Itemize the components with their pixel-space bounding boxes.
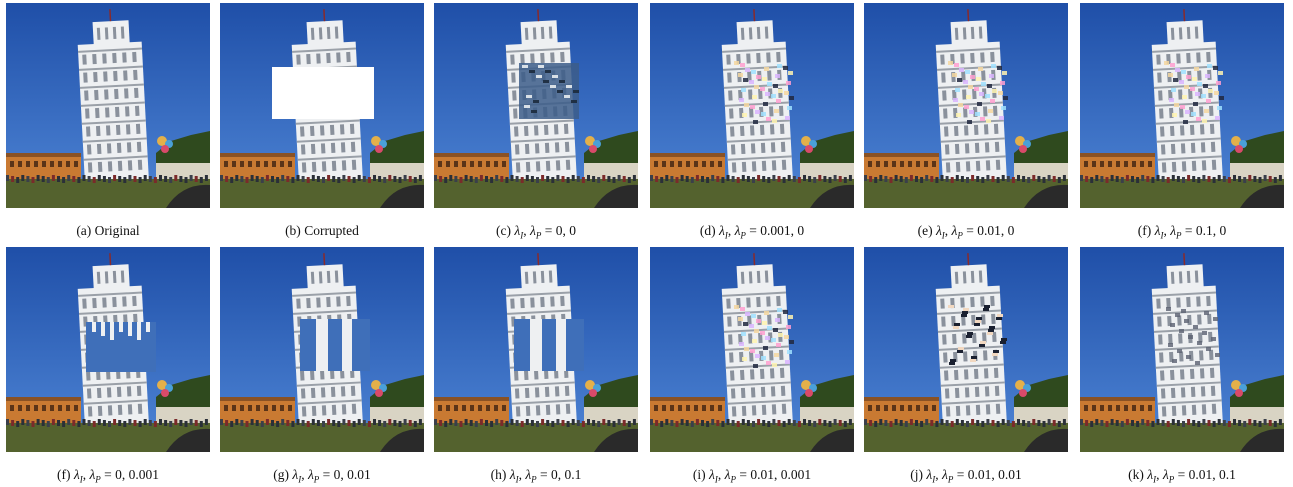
caption-values: 0.01, 0.01 [967, 467, 1022, 482]
trees [1230, 375, 1284, 412]
caption-values: 0.001, 0 [760, 223, 805, 238]
panel-caption-g: (g) λI, λP = 0, 0.01 [215, 467, 429, 485]
caption-tag: (d) [699, 223, 719, 238]
trees [370, 131, 424, 168]
caption-values: 0, 0.01 [333, 467, 371, 482]
caption-tag: (f) [56, 467, 74, 482]
panel-caption-c: (c) λI, λP = 0, 0 [429, 223, 643, 241]
panel-image-b [220, 3, 424, 208]
trees [1230, 131, 1284, 168]
panel-image-j [864, 247, 1068, 452]
panel-caption-i: (i) λI, λP = 0.01, 0.001 [645, 467, 859, 485]
caption-tag: (b) [285, 223, 305, 238]
trees [1014, 131, 1068, 168]
caption-math: λI, λP = 0, 0 [514, 223, 576, 241]
caption-values: 0.01, 0 [977, 223, 1015, 238]
panel-caption-j: (j) λI, λP = 0.01, 0.01 [859, 467, 1073, 485]
caption-tag: (j) [910, 467, 927, 482]
panel-image-d [650, 3, 854, 208]
trees [156, 131, 210, 168]
trees [800, 375, 854, 412]
caption-tag: (k) [1128, 467, 1148, 482]
caption-tag: (h) [490, 467, 510, 482]
caption-math: λI, λP = 0.01, 0.001 [709, 467, 812, 485]
panel-caption-a: (a) Original [1, 223, 215, 239]
panel-caption-h: (h) λI, λP = 0, 0.1 [429, 467, 643, 485]
caption-tag: (c) [496, 223, 515, 238]
caption-math: λI, λP = 0.01, 0 [935, 223, 1015, 241]
panel-image-c [434, 3, 638, 208]
caption-tag: (i) [692, 467, 710, 482]
caption-math: λI, λP = 0.01, 0.1 [1147, 467, 1236, 485]
panel-image-h [434, 247, 638, 452]
panel-caption-e: (e) λI, λP = 0.01, 0 [859, 223, 1073, 241]
panel-caption-d: (d) λI, λP = 0.001, 0 [645, 223, 859, 241]
trees [1014, 375, 1068, 412]
caption-tag: (a) [76, 223, 95, 238]
caption-values: 0, 0 [555, 223, 576, 238]
panel-image-i [650, 247, 854, 452]
corruption-mask [272, 67, 374, 119]
panel-image-f1 [1080, 3, 1284, 208]
caption-math: λI, λP = 0.01, 0.01 [926, 467, 1022, 485]
caption-tag: (f) [1137, 223, 1155, 238]
caption-values: 0.01, 0.1 [1188, 467, 1236, 482]
caption-math: λI, λP = 0, 0.001 [73, 467, 160, 485]
panel-caption-k: (k) λI, λP = 0.01, 0.1 [1075, 467, 1289, 485]
panel-caption-f2: (f) λI, λP = 0, 0.001 [1, 467, 215, 485]
caption-math: λI, λP = 0, 0.01 [292, 467, 371, 485]
caption-tag: (e) [917, 223, 936, 238]
trees [370, 375, 424, 412]
panel-image-f2 [6, 247, 210, 452]
panel-image-g [220, 247, 424, 452]
panel-image-k [1080, 247, 1284, 452]
caption-math: λI, λP = 0.1, 0 [1154, 223, 1227, 241]
panel-caption-f1: (f) λI, λP = 0.1, 0 [1075, 223, 1289, 241]
caption-values: 0, 0.001 [115, 467, 160, 482]
caption-tag: (g) [273, 467, 293, 482]
caption-values: 0, 0.1 [551, 467, 582, 482]
trees [156, 375, 210, 412]
panel-caption-b: (b) Corrupted [215, 223, 429, 239]
caption-math: λI, λP = 0.001, 0 [718, 223, 805, 241]
caption-math: λI, λP = 0, 0.1 [509, 467, 582, 485]
trees [584, 131, 638, 168]
caption-label: Original [94, 223, 140, 238]
panel-image-a [6, 3, 210, 208]
panel-image-e [864, 3, 1068, 208]
caption-label: Corrupted [304, 223, 359, 238]
caption-values: 0.1, 0 [1195, 223, 1227, 238]
caption-values: 0.01, 0.001 [750, 467, 812, 482]
tower [77, 9, 149, 185]
trees [584, 375, 638, 412]
trees [800, 131, 854, 168]
